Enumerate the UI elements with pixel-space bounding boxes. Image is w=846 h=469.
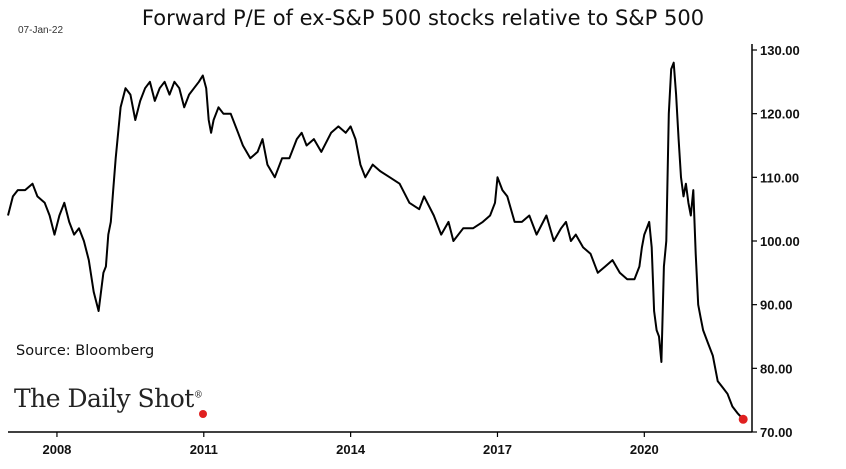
x-tick-label: 2014 (336, 442, 366, 457)
series-layer (7, 61, 748, 424)
x-tick-label: 2008 (42, 442, 71, 457)
y-tick-label: 120.00 (760, 107, 800, 122)
source-note: Source: Bloomberg (16, 343, 155, 359)
chart-title: Forward P/E of ex-S&P 500 stocks relativ… (141, 6, 705, 30)
x-tick-label: 2011 (190, 442, 218, 457)
y-tick-label: 130.00 (760, 43, 800, 58)
y-tick-label: 100.00 (760, 234, 800, 249)
logo-text: The Daily Shot (14, 384, 194, 413)
y-tick-label: 70.00 (760, 425, 793, 440)
daily-shot-logo: The Daily Shot® (14, 384, 203, 413)
axes: 70.00 80.00 90.00 100.00 110.00 120.00 130.00 2… (8, 43, 800, 457)
y-tick-label: 80.00 (760, 361, 793, 376)
y-tick-label: 110.00 (760, 170, 799, 185)
series-line (7, 61, 744, 420)
y-tick-label: 90.00 (760, 298, 793, 313)
x-tick-label: 2020 (630, 442, 659, 457)
logo-dot (199, 410, 207, 418)
logo-registered-mark: ® (193, 390, 203, 401)
date-stamp: 07-Jan-22 (18, 25, 64, 36)
x-tick-label: 2017 (483, 442, 512, 457)
last-point-marker (738, 414, 748, 424)
